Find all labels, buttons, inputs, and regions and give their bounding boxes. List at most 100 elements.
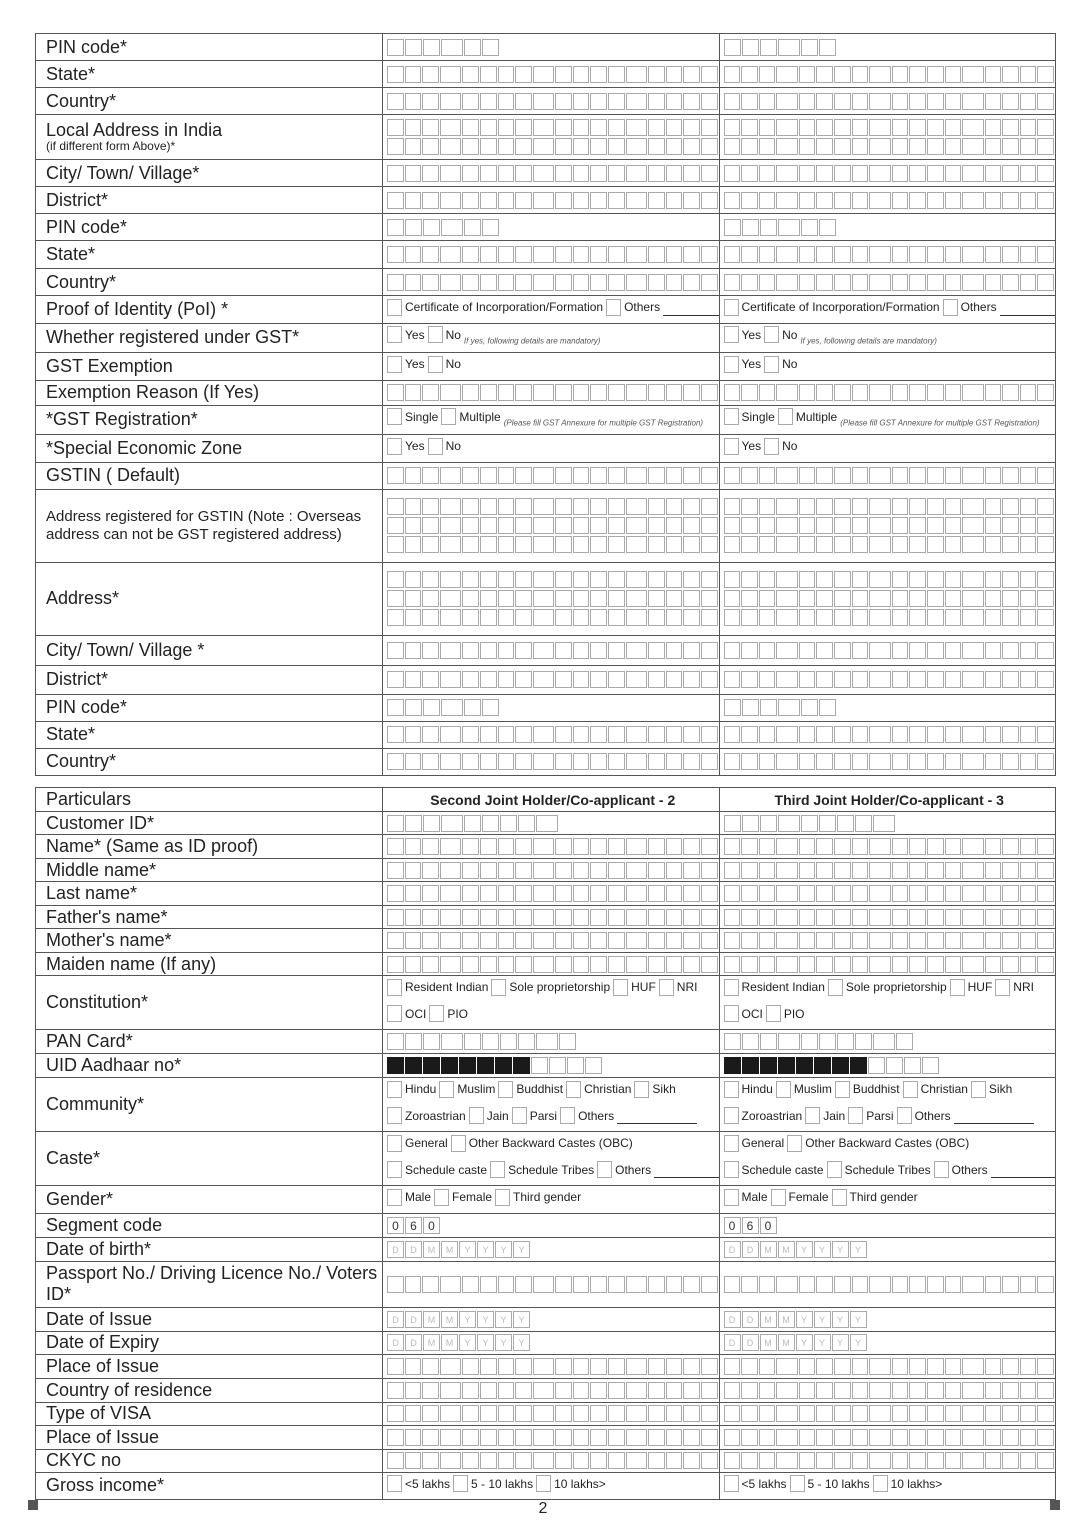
character-box[interactable] xyxy=(1002,861,1019,879)
character-box[interactable] xyxy=(834,726,851,743)
character-box[interactable] xyxy=(700,590,718,607)
character-box[interactable] xyxy=(555,726,572,743)
character-box[interactable] xyxy=(665,1275,683,1293)
character-box[interactable] xyxy=(1019,609,1037,626)
option-checkbox[interactable]: Schedule Tribes xyxy=(826,1159,931,1181)
character-box[interactable] xyxy=(555,671,572,688)
character-box[interactable] xyxy=(723,498,741,515)
character-box[interactable] xyxy=(405,1033,422,1050)
character-box[interactable] xyxy=(439,885,462,902)
character-box[interactable] xyxy=(984,838,1002,855)
character-box[interactable] xyxy=(479,65,497,83)
checkbox[interactable] xyxy=(723,1161,739,1178)
character-box[interactable] xyxy=(700,609,718,626)
character-box[interactable] xyxy=(816,861,834,879)
character-box[interactable] xyxy=(723,699,741,716)
character-box[interactable] xyxy=(700,955,718,973)
character-box[interactable] xyxy=(759,699,777,716)
character-box[interactable] xyxy=(723,1357,741,1375)
character-box[interactable] xyxy=(515,92,532,110)
character-box[interactable] xyxy=(1037,273,1055,291)
character-box[interactable] xyxy=(567,1057,584,1074)
character-box[interactable] xyxy=(816,498,834,515)
character-box[interactable] xyxy=(776,641,798,659)
character-box[interactable] xyxy=(572,1275,590,1293)
character-box[interactable] xyxy=(834,138,851,155)
character-box[interactable] xyxy=(665,384,683,401)
character-box[interactable] xyxy=(758,138,776,155)
character-box[interactable] xyxy=(758,536,776,553)
character-box[interactable] xyxy=(462,861,479,879)
character-box[interactable] xyxy=(700,119,718,136)
character-box[interactable] xyxy=(984,92,1002,110)
character-box[interactable] xyxy=(700,885,718,902)
character-box[interactable] xyxy=(439,191,462,209)
character-box[interactable] xyxy=(515,191,532,209)
character-box[interactable] xyxy=(648,1357,665,1375)
character-box[interactable] xyxy=(532,885,555,902)
option-checkbox[interactable]: Multiple xyxy=(777,406,837,428)
character-box[interactable] xyxy=(962,885,984,902)
character-box[interactable] xyxy=(909,1452,926,1469)
character-box[interactable] xyxy=(515,246,532,263)
character-box[interactable] xyxy=(816,1452,834,1469)
character-box[interactable] xyxy=(387,1405,404,1422)
character-box[interactable] xyxy=(625,1452,648,1469)
character-box[interactable] xyxy=(723,1275,741,1293)
character-box[interactable] xyxy=(572,138,590,155)
character-box[interactable] xyxy=(909,1381,926,1399)
character-box[interactable] xyxy=(590,138,608,155)
option-checkbox[interactable]: Male xyxy=(723,1186,768,1208)
character-box[interactable] xyxy=(625,1381,648,1399)
character-box[interactable] xyxy=(851,726,869,743)
character-box[interactable] xyxy=(984,590,1002,607)
character-box[interactable] xyxy=(683,65,700,83)
character-box[interactable] xyxy=(834,1428,851,1446)
character-box[interactable] xyxy=(758,590,776,607)
character-box[interactable] xyxy=(479,517,497,534)
character-box[interactable] xyxy=(800,814,818,832)
character-box[interactable] xyxy=(683,641,700,659)
character-box[interactable] xyxy=(387,164,404,182)
character-box[interactable] xyxy=(984,1452,1002,1469)
character-box[interactable] xyxy=(683,273,700,291)
character-box[interactable] xyxy=(834,65,851,83)
character-box[interactable] xyxy=(625,246,648,263)
character-box[interactable] xyxy=(1019,246,1037,263)
character-box[interactable] xyxy=(439,273,462,291)
date-box[interactable]: D xyxy=(723,1310,741,1328)
character-box[interactable] xyxy=(891,885,909,902)
option-checkbox[interactable]: Hindu xyxy=(723,1079,773,1101)
character-box[interactable] xyxy=(422,164,439,182)
character-box[interactable] xyxy=(555,908,572,926)
option-checkbox[interactable]: Single xyxy=(723,406,775,428)
character-box[interactable] xyxy=(1002,1275,1019,1293)
character-box[interactable] xyxy=(926,1357,944,1375)
character-box[interactable] xyxy=(555,641,572,659)
character-box[interactable] xyxy=(665,908,683,926)
character-box[interactable] xyxy=(532,671,555,688)
character-box[interactable] xyxy=(404,885,422,902)
character-box[interactable] xyxy=(1019,671,1037,688)
date-box[interactable]: M xyxy=(423,1240,440,1258)
character-box[interactable] xyxy=(776,273,798,291)
character-box[interactable] xyxy=(800,218,818,236)
date-box[interactable]: Y xyxy=(459,1240,476,1258)
character-box[interactable] xyxy=(422,1428,439,1446)
character-box[interactable] xyxy=(909,191,926,209)
character-box[interactable] xyxy=(1002,1405,1019,1422)
character-box[interactable] xyxy=(515,1452,532,1469)
character-box[interactable] xyxy=(741,753,758,770)
character-box[interactable] xyxy=(625,1428,648,1446)
character-box[interactable] xyxy=(798,119,816,136)
character-box[interactable] xyxy=(869,1405,891,1422)
date-box[interactable]: Y xyxy=(849,1334,867,1351)
character-box[interactable] xyxy=(909,164,926,182)
character-box[interactable] xyxy=(608,955,625,973)
character-box[interactable] xyxy=(422,384,439,401)
character-box[interactable] xyxy=(869,138,891,155)
checkbox[interactable] xyxy=(387,1005,402,1022)
character-box[interactable] xyxy=(648,932,665,949)
character-box[interactable] xyxy=(532,641,555,659)
character-box[interactable] xyxy=(867,1057,885,1074)
